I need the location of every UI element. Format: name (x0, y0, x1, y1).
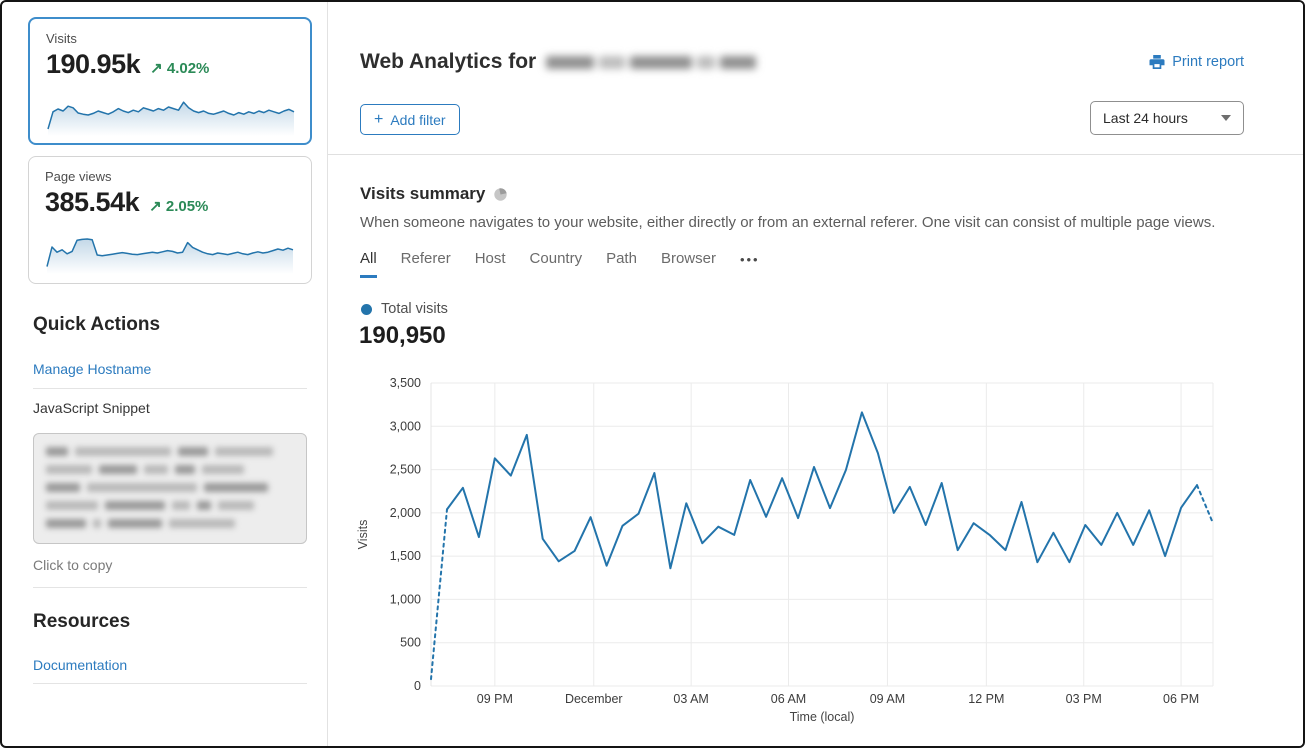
svg-text:1,000: 1,000 (390, 592, 421, 606)
js-snippet-label: JavaScript Snippet (33, 400, 150, 416)
trend-up-arrow-icon: ↗ (150, 60, 163, 77)
trend-up-arrow-icon: ↗ (149, 198, 162, 215)
visits-trend: ↗ 4.02% (150, 59, 209, 77)
svg-text:06 AM: 06 AM (771, 692, 806, 706)
page-title: Web Analytics for (360, 50, 757, 74)
pageviews-sparkline-chart (46, 238, 294, 274)
visits-card-value: 190.95k (46, 49, 141, 79)
quick-actions-heading: Quick Actions (33, 314, 161, 335)
svg-text:03 AM: 03 AM (673, 692, 708, 706)
redacted-code (46, 447, 294, 528)
svg-text:06 PM: 06 PM (1163, 692, 1199, 706)
visits-card-label: Visits (46, 31, 77, 46)
chevron-down-icon (1221, 115, 1231, 121)
pageviews-metric-card[interactable]: Page views 385.54k ↗ 2.05% (28, 156, 312, 284)
tabs-overflow-ellipsis-icon[interactable]: ••• (739, 252, 760, 267)
pageviews-card-label: Page views (45, 169, 112, 184)
chart-legend: Total visits (361, 301, 448, 317)
legend-dot-icon (361, 303, 372, 315)
visits-summary-heading: Visits summary (360, 184, 508, 204)
divider (33, 683, 307, 684)
svg-text:12 PM: 12 PM (968, 692, 1004, 706)
svg-text:09 PM: 09 PM (477, 692, 513, 706)
pie-chart-icon (494, 187, 508, 201)
tab-host[interactable]: Host (474, 250, 506, 267)
resources-heading: Resources (33, 611, 131, 632)
pageviews-trend: ↗ 2.05% (149, 197, 208, 215)
svg-text:December: December (565, 692, 623, 706)
svg-text:0: 0 (414, 679, 421, 693)
pageviews-change-pct: 2.05% (165, 198, 209, 215)
pageviews-card-value: 385.54k (45, 187, 140, 217)
total-visits-value: 190,950 (359, 322, 446, 349)
visits-line-chart-svg: 0 500 1,000 1,500 2,000 2,500 3,000 3,500 09 PM D… (356, 376, 1214, 724)
visits-summary-title-text: Visits summary (360, 184, 486, 203)
visits-line-chart: 0 500 1,000 1,500 2,000 2,500 3,000 3,500 09 PM D… (354, 370, 1244, 731)
add-filter-button[interactable]: + Add filter (360, 104, 460, 135)
tab-country[interactable]: Country (529, 250, 583, 267)
documentation-link[interactable]: Documentation (33, 657, 128, 673)
legend-label: Total visits (381, 301, 448, 317)
svg-text:3,000: 3,000 (390, 419, 421, 433)
page-title-text: Web Analytics for (360, 50, 537, 73)
printer-icon (1149, 55, 1165, 69)
main-panel: Web Analytics for Print report + Add fil… (328, 2, 1303, 746)
visits-summary-description: When someone navigates to your website, … (360, 214, 1216, 231)
header-divider (328, 154, 1303, 155)
tab-referer[interactable]: Referer (400, 250, 451, 267)
svg-text:500: 500 (400, 636, 421, 650)
svg-text:Time (local): Time (local) (790, 710, 855, 724)
visits-change-pct: 4.02% (166, 60, 210, 77)
js-snippet-codebox[interactable] (33, 433, 307, 544)
svg-text:Visits: Visits (356, 520, 370, 550)
time-range-dropdown[interactable]: Last 24 hours (1090, 101, 1244, 135)
redacted-hostname (546, 55, 757, 69)
time-range-value: Last 24 hours (1103, 110, 1188, 126)
tab-browser[interactable]: Browser (660, 250, 716, 267)
dimension-tabs: All Referer Host Country Path Browser ••… (360, 250, 760, 278)
divider (33, 587, 307, 588)
svg-text:2,500: 2,500 (390, 463, 421, 477)
svg-text:09 AM: 09 AM (870, 692, 905, 706)
svg-text:3,500: 3,500 (390, 376, 421, 390)
tab-all[interactable]: All (360, 250, 377, 278)
print-report-label: Print report (1172, 54, 1244, 70)
tab-path[interactable]: Path (606, 250, 637, 267)
sidebar-divider (327, 2, 328, 746)
print-report-link[interactable]: Print report (1149, 54, 1244, 70)
visits-sparkline-chart (47, 101, 295, 136)
click-to-copy-hint: Click to copy (33, 557, 113, 573)
svg-text:1,500: 1,500 (390, 549, 421, 563)
svg-text:03 PM: 03 PM (1066, 692, 1102, 706)
add-filter-label: Add filter (390, 111, 446, 128)
plus-icon: + (374, 110, 384, 128)
visits-metric-card[interactable]: Visits 190.95k ↗ 4.02% (28, 17, 312, 145)
divider (33, 388, 307, 389)
svg-text:2,000: 2,000 (390, 506, 421, 520)
manage-hostname-link[interactable]: Manage Hostname (33, 361, 152, 377)
